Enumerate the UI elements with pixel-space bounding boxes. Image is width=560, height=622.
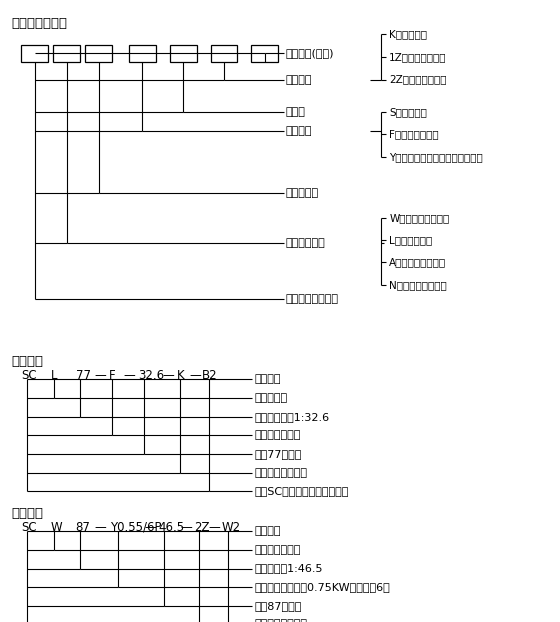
Text: 表示立式法兰安装: 表示立式法兰安装	[255, 468, 308, 478]
Text: L: L	[50, 369, 57, 382]
Text: —: —	[189, 369, 201, 382]
Text: 减速比: 减速比	[286, 107, 305, 117]
Text: 表示卧式底脚安装: 表示卧式底脚安装	[255, 620, 308, 622]
Text: 表示减速比1:46.5: 表示减速比1:46.5	[255, 564, 323, 573]
Bar	[53, 45, 80, 62]
Text: 表示配连接法兰: 表示配连接法兰	[255, 430, 301, 440]
Bar	[211, 45, 237, 62]
Text: W: W	[50, 521, 62, 534]
Text: —: —	[156, 47, 169, 60]
Text: 表示87机型号: 表示87机型号	[255, 601, 302, 611]
Text: —: —	[144, 521, 156, 534]
Text: 示例二：: 示例二：	[11, 507, 43, 520]
Text: 表示孔输出: 表示孔输出	[255, 393, 288, 403]
Text: 表示减速比为1:32.6: 表示减速比为1:32.6	[255, 412, 330, 422]
Text: SC: SC	[21, 521, 37, 534]
Text: N表示带扭力臂安装: N表示带扭力臂安装	[389, 280, 447, 290]
Bar	[170, 45, 197, 62]
Text: 输出方式: 输出方式	[286, 75, 312, 85]
Text: 安装方位: 安装方位	[255, 526, 281, 536]
Text: F: F	[109, 369, 116, 382]
Bar	[129, 45, 156, 62]
Text: 表示SC系列斜齿一蜗轮减速器: 表示SC系列斜齿一蜗轮减速器	[255, 486, 349, 496]
Text: —: —	[208, 521, 220, 534]
Text: —: —	[94, 521, 106, 534]
Text: B2: B2	[202, 369, 217, 382]
Text: W2: W2	[222, 521, 241, 534]
Text: —: —	[162, 369, 174, 382]
Bar	[251, 45, 278, 62]
Text: K表示孔输出: K表示孔输出	[389, 29, 427, 39]
Text: —: —	[114, 47, 127, 60]
Text: 1Z表示单向轴输出: 1Z表示单向轴输出	[389, 52, 447, 62]
Text: 46.5: 46.5	[158, 521, 185, 534]
Text: 表示带电机功率为0.75KW，极数为6极: 表示带电机功率为0.75KW，极数为6极	[255, 582, 390, 592]
Text: SC: SC	[21, 369, 37, 382]
Bar	[21, 45, 48, 62]
Text: 87: 87	[76, 521, 91, 534]
Text: Y0.55/6P: Y0.55/6P	[110, 521, 162, 534]
Text: K: K	[176, 369, 184, 382]
Text: 输入方式: 输入方式	[286, 126, 312, 136]
Text: F表示配连接法兰: F表示配连接法兰	[389, 129, 439, 139]
Text: —: —	[197, 47, 210, 60]
Text: 本系列减速器代号: 本系列减速器代号	[286, 294, 339, 304]
Text: —: —	[94, 369, 106, 382]
Text: 表示77机型号: 表示77机型号	[255, 449, 302, 459]
Bar	[85, 45, 112, 62]
Text: 2Z: 2Z	[194, 521, 210, 534]
Text: 表示双向轴输出: 表示双向轴输出	[255, 545, 301, 555]
Text: 77: 77	[76, 369, 91, 382]
Text: 32.6: 32.6	[138, 369, 165, 382]
Text: —: —	[180, 521, 192, 534]
Text: 2Z表示双向轴输出: 2Z表示双向轴输出	[389, 75, 447, 85]
Text: S表示轴输入: S表示轴输入	[389, 107, 427, 117]
Text: Y表示带电机注明电机功率与极数: Y表示带电机注明电机功率与极数	[389, 152, 483, 162]
Text: 表示安装形式: 表示安装形式	[286, 238, 325, 248]
Text: L表示立式安装: L表示立式安装	[389, 235, 432, 245]
Text: 示例一：: 示例一：	[11, 355, 43, 368]
Text: 安装方位: 安装方位	[255, 374, 281, 384]
Text: A表示本体端面安装: A表示本体端面安装	[389, 258, 446, 267]
Text: 安装方位(见图): 安装方位(见图)	[286, 49, 334, 58]
Text: W表示卧式底脚安装: W表示卧式底脚安装	[389, 213, 450, 223]
Text: —: —	[238, 47, 251, 60]
Text: 机型表示方法：: 机型表示方法：	[11, 17, 67, 30]
Text: —: —	[123, 369, 135, 382]
Text: 表示机型号: 表示机型号	[286, 188, 319, 198]
